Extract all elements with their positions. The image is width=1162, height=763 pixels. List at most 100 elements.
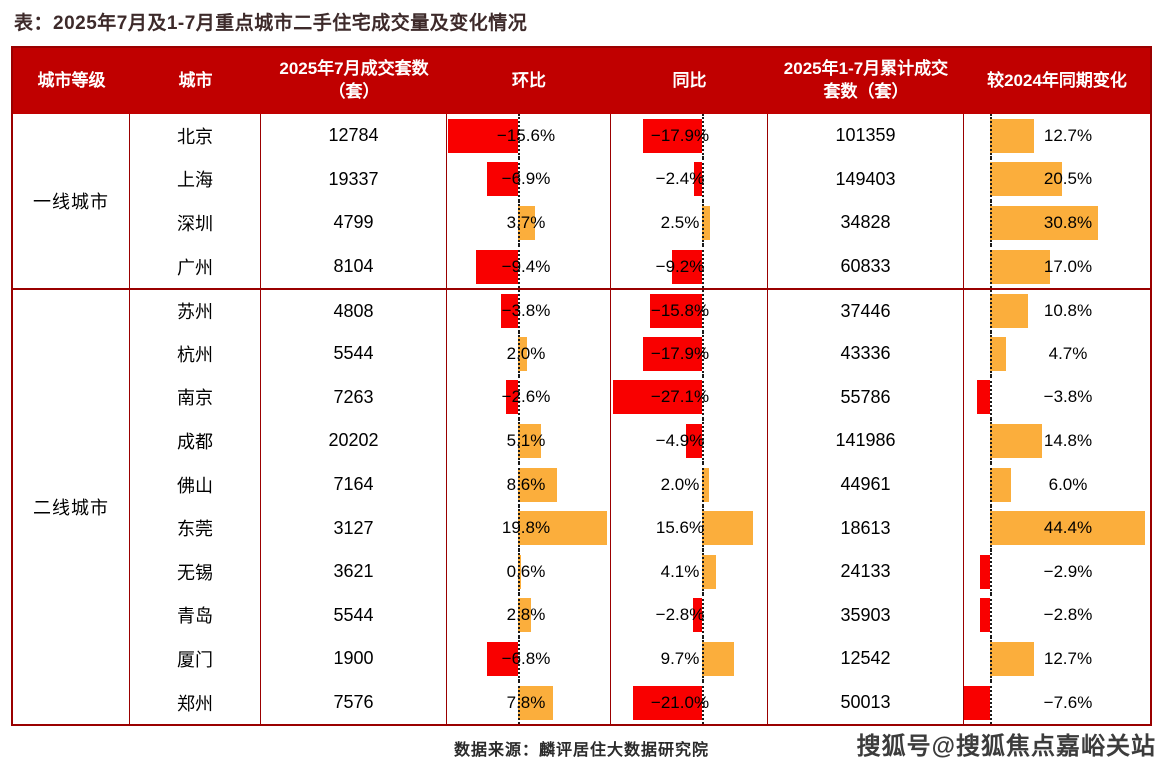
vs_2024-bar-cell: 20.5% bbox=[964, 157, 1150, 202]
negative-bar bbox=[506, 380, 518, 415]
zero-axis-line bbox=[518, 290, 520, 332]
city-cell: 苏州 bbox=[130, 288, 261, 332]
negative-bar bbox=[642, 118, 702, 153]
zero-axis-line bbox=[518, 375, 520, 420]
zero-axis-line bbox=[702, 290, 704, 332]
zero-axis-line bbox=[990, 375, 992, 420]
positive-bar bbox=[702, 554, 716, 589]
negative-bar bbox=[486, 162, 518, 197]
units-cell: 7576 bbox=[261, 680, 447, 725]
units-cell: 3127 bbox=[261, 506, 447, 550]
city-cell: 佛山 bbox=[130, 462, 261, 507]
units-cell: 34828 bbox=[768, 201, 964, 245]
city-cell: 东莞 bbox=[130, 506, 261, 550]
yoy-bar-cell: −21.0% bbox=[611, 680, 768, 725]
units-cell: 19337 bbox=[261, 157, 447, 202]
positive-bar bbox=[990, 423, 1042, 458]
yoy-bar-cell: −17.9% bbox=[611, 114, 768, 158]
positive-bar bbox=[518, 598, 531, 633]
yoy-bar-cell: −15.8% bbox=[611, 288, 768, 332]
vs_2024-bar-cell: 4.7% bbox=[964, 331, 1150, 376]
positive-bar bbox=[990, 467, 1011, 502]
percent-label: 2.0% bbox=[660, 474, 700, 494]
zero-axis-line bbox=[990, 637, 992, 681]
vs_2024-bar-cell: −3.8% bbox=[964, 375, 1150, 420]
units-cell: 101359 bbox=[768, 114, 964, 158]
mom-bar-cell: 2.0% bbox=[447, 331, 611, 376]
negative-bar bbox=[612, 380, 702, 415]
mom-bar-cell: −15.6% bbox=[447, 114, 611, 158]
yoy-bar-cell: −2.4% bbox=[611, 157, 768, 202]
column-header-city-tier: 城市等级 bbox=[37, 70, 106, 90]
percent-label: 12.7% bbox=[1043, 648, 1093, 668]
units-cell: 149403 bbox=[768, 157, 964, 202]
table-header-row: 城市等级 城市 2025年7月成交套数（套） 环比 同比 2025年1-7月累计… bbox=[13, 48, 1150, 114]
percent-label: −27.1% bbox=[650, 387, 710, 407]
percent-label: −3.8% bbox=[501, 301, 551, 321]
units-cell: 37446 bbox=[768, 288, 964, 332]
negative-bar bbox=[487, 641, 518, 676]
zero-axis-line bbox=[990, 157, 992, 202]
percent-label: −9.4% bbox=[501, 256, 551, 276]
yoy-bar-cell: 4.1% bbox=[611, 549, 768, 594]
yoy-bar-cell: 15.6% bbox=[611, 506, 768, 550]
percent-label: 9.7% bbox=[660, 648, 700, 668]
vs_2024-bar-cell: 6.0% bbox=[964, 462, 1150, 507]
positive-bar bbox=[990, 118, 1035, 153]
city-cell: 青岛 bbox=[130, 593, 261, 638]
data-source-note: 数据来源：麟评居住大数据研究院 bbox=[453, 742, 709, 759]
units-cell: 60833 bbox=[768, 244, 964, 289]
percent-label: 15.6% bbox=[655, 518, 705, 538]
mom-bar-cell: 5.1% bbox=[447, 419, 611, 463]
percent-label: −15.6% bbox=[496, 125, 556, 145]
city-cell: 上海 bbox=[130, 157, 261, 202]
tier-cell: 二线城市 bbox=[13, 288, 130, 725]
percent-label: 14.8% bbox=[1043, 430, 1093, 450]
yoy-bar-cell: −4.9% bbox=[611, 419, 768, 463]
negative-bar bbox=[500, 294, 518, 329]
yoy-bar-cell: −27.1% bbox=[611, 375, 768, 420]
mom-bar-cell: −3.8% bbox=[447, 288, 611, 332]
zero-axis-line bbox=[990, 549, 992, 594]
zero-axis-line bbox=[990, 680, 992, 725]
percent-label: −2.8% bbox=[655, 605, 705, 625]
percent-label: 0.6% bbox=[506, 561, 546, 581]
zero-axis-line bbox=[518, 637, 520, 681]
yoy-bar-cell: −2.8% bbox=[611, 593, 768, 638]
zero-axis-line bbox=[518, 201, 520, 245]
watermark-text: 搜狐号@搜狐焦点嘉峪关站 bbox=[856, 733, 1156, 760]
zero-axis-line bbox=[518, 419, 520, 463]
negative-bar bbox=[976, 380, 990, 415]
percent-label: −3.8% bbox=[1043, 387, 1093, 407]
tier-cell: 一线城市 bbox=[13, 114, 130, 289]
units-cell: 35903 bbox=[768, 593, 964, 638]
zero-axis-line bbox=[990, 593, 992, 638]
mom-bar-cell: 7.8% bbox=[447, 680, 611, 725]
percent-label: −6.9% bbox=[501, 169, 551, 189]
percent-label: −15.8% bbox=[650, 301, 710, 321]
zero-axis-line bbox=[990, 290, 992, 332]
mom-bar-cell: −6.8% bbox=[447, 637, 611, 681]
units-cell: 4799 bbox=[261, 201, 447, 245]
units-cell: 7164 bbox=[261, 462, 447, 507]
zero-axis-line bbox=[518, 593, 520, 638]
city-cell: 成都 bbox=[130, 419, 261, 463]
zero-axis-line bbox=[518, 244, 520, 289]
percent-label: 44.4% bbox=[1043, 518, 1093, 538]
zero-axis-line bbox=[518, 114, 520, 158]
units-cell: 50013 bbox=[768, 680, 964, 725]
positive-bar bbox=[702, 641, 734, 676]
percent-label: −6.8% bbox=[501, 648, 551, 668]
vs_2024-bar-cell: −2.9% bbox=[964, 549, 1150, 594]
city-cell: 北京 bbox=[130, 114, 261, 158]
yoy-bar-cell: −9.2% bbox=[611, 244, 768, 289]
zero-axis-line bbox=[702, 157, 704, 202]
zero-axis-line bbox=[702, 331, 704, 376]
city-cell: 郑州 bbox=[130, 680, 261, 725]
percent-label: −2.4% bbox=[655, 169, 705, 189]
positive-bar bbox=[518, 336, 527, 371]
positive-bar bbox=[990, 336, 1007, 371]
zero-axis-line bbox=[518, 680, 520, 725]
units-cell: 4808 bbox=[261, 288, 447, 332]
units-cell: 18613 bbox=[768, 506, 964, 550]
